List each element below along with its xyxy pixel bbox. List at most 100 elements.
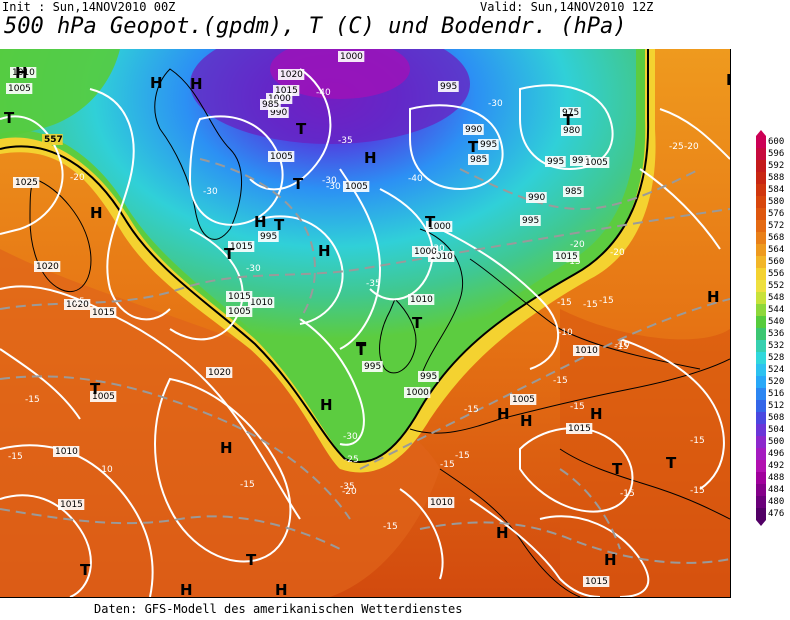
colorbar-level: 580 bbox=[755, 196, 789, 208]
colorbar-swatch bbox=[756, 232, 766, 244]
colorbar-label: 596 bbox=[768, 149, 785, 159]
colorbar-swatch bbox=[756, 208, 766, 220]
isobar-label: 1005 bbox=[343, 181, 370, 192]
isotherm-label: -30 bbox=[430, 244, 445, 254]
colorbar-level: 568 bbox=[755, 232, 789, 244]
warm-zone-se bbox=[560, 309, 730, 597]
map-canvas: 1000101010051020102510151000990985995100… bbox=[0, 49, 730, 597]
isotherm-label: -20 bbox=[684, 142, 699, 152]
isotherm-label: -15 bbox=[553, 376, 568, 386]
isobar-label: 1015 bbox=[553, 251, 580, 262]
svg-text:-30: -30 bbox=[322, 176, 337, 186]
isotherm-label: -15 bbox=[566, 257, 581, 267]
svg-text:1005: 1005 bbox=[345, 182, 368, 192]
isotherm-label: -10 bbox=[98, 465, 113, 475]
pressure-centers: HHHHHHHHHHHHHHHHHHTTTTTTTTTTTTTTTT bbox=[4, 64, 730, 597]
svg-text:1015: 1015 bbox=[60, 500, 83, 510]
svg-text:T: T bbox=[425, 213, 436, 231]
svg-text:1015: 1015 bbox=[230, 242, 253, 252]
low-pressure-marker: T bbox=[356, 341, 367, 359]
svg-text:T: T bbox=[666, 454, 677, 472]
colorbar-swatch bbox=[756, 400, 766, 412]
colorbar-label: 548 bbox=[768, 293, 785, 303]
isotherm-label: -15 bbox=[557, 298, 572, 308]
isobar-label: 1020 bbox=[64, 299, 91, 310]
svg-text:-20: -20 bbox=[684, 142, 699, 152]
contour-552 bbox=[0, 49, 650, 463]
isotherm-label: -15 bbox=[690, 436, 705, 446]
svg-text:995: 995 bbox=[364, 362, 381, 372]
isotherm-label: -15 bbox=[25, 395, 40, 405]
colorbar-level: 540 bbox=[755, 316, 789, 328]
high-pressure-marker: H bbox=[220, 439, 233, 457]
colorbar-label: 512 bbox=[768, 401, 785, 411]
high-pressure-marker: H bbox=[190, 75, 203, 93]
svg-text:985: 985 bbox=[262, 100, 279, 110]
colorbar-swatch bbox=[756, 424, 766, 436]
isotherms bbox=[0, 158, 730, 564]
low-pressure-marker: T bbox=[412, 314, 423, 332]
isotherm-label: -35 bbox=[366, 279, 381, 289]
svg-text:-15: -15 bbox=[690, 486, 705, 496]
svg-text:H: H bbox=[590, 405, 603, 423]
colorbar-label: 480 bbox=[768, 497, 785, 507]
svg-text:1010: 1010 bbox=[12, 68, 35, 78]
colorbar-swatch bbox=[756, 364, 766, 376]
svg-text:975: 975 bbox=[562, 108, 579, 118]
low-pressure-marker: T bbox=[90, 380, 101, 398]
colorbar-level: 544 bbox=[755, 304, 789, 316]
isotherm-label: -30 bbox=[203, 187, 218, 197]
svg-text:T: T bbox=[296, 120, 307, 138]
svg-text:-15: -15 bbox=[440, 460, 455, 470]
colorbar-swatch bbox=[756, 196, 766, 208]
svg-text:H: H bbox=[15, 64, 28, 82]
isobar-label: 1020 bbox=[34, 261, 61, 272]
svg-text:-15: -15 bbox=[25, 395, 40, 405]
isotherm-label: -20 bbox=[610, 248, 625, 258]
colorbar-swatch bbox=[756, 268, 766, 280]
isotherm-label: -15 bbox=[240, 480, 255, 490]
colorbar-label: 524 bbox=[768, 365, 785, 375]
svg-text:1020: 1020 bbox=[208, 368, 231, 378]
isobar-label: 995 bbox=[520, 215, 541, 226]
colorbar-swatch bbox=[756, 388, 766, 400]
isobar-label: 995 bbox=[478, 139, 499, 150]
svg-text:T: T bbox=[224, 245, 235, 263]
cold-core-magenta bbox=[270, 49, 410, 99]
svg-text:995: 995 bbox=[480, 140, 497, 150]
svg-text:H: H bbox=[604, 551, 617, 569]
svg-text:1000: 1000 bbox=[340, 52, 363, 62]
svg-text:-15: -15 bbox=[383, 522, 398, 532]
colorbar-swatch bbox=[756, 292, 766, 304]
colorbar-level: 484 bbox=[755, 484, 789, 496]
svg-text:H: H bbox=[220, 439, 233, 457]
isobar-label: 990 bbox=[463, 124, 484, 135]
svg-text:-15: -15 bbox=[690, 436, 705, 446]
data-source-footer: Daten: GFS-Modell des amerikanischen Wet… bbox=[94, 602, 463, 616]
high-pressure-marker: H bbox=[707, 288, 720, 306]
svg-text:1005: 1005 bbox=[8, 84, 31, 94]
svg-text:-20: -20 bbox=[570, 240, 585, 250]
colorbar-level: 572 bbox=[755, 220, 789, 232]
colorbar-level: 524 bbox=[755, 364, 789, 376]
high-pressure-marker: H bbox=[364, 149, 377, 167]
svg-text:-20: -20 bbox=[70, 173, 85, 183]
high-pressure-marker: H bbox=[604, 551, 617, 569]
isotherm-label: -15 bbox=[455, 451, 470, 461]
isotherm-label: -15 bbox=[70, 297, 85, 307]
isobar-label: 995 bbox=[362, 361, 383, 372]
colorbar-label: 560 bbox=[768, 257, 785, 267]
colorbar-swatch bbox=[756, 448, 766, 460]
svg-text:1005: 1005 bbox=[512, 395, 535, 405]
colorbar-swatch bbox=[756, 328, 766, 340]
colorbar-swatch bbox=[756, 304, 766, 316]
svg-text:H: H bbox=[254, 213, 267, 231]
svg-text:H: H bbox=[320, 396, 333, 414]
isobar-label: 990 bbox=[526, 192, 547, 203]
svg-text:1010: 1010 bbox=[410, 295, 433, 305]
svg-text:-25: -25 bbox=[344, 455, 359, 465]
isotherm-label: -40 bbox=[316, 88, 331, 98]
svg-text:1015: 1015 bbox=[555, 252, 578, 262]
high-pressure-marker: H bbox=[320, 396, 333, 414]
high-pressure-marker: H bbox=[497, 405, 510, 423]
